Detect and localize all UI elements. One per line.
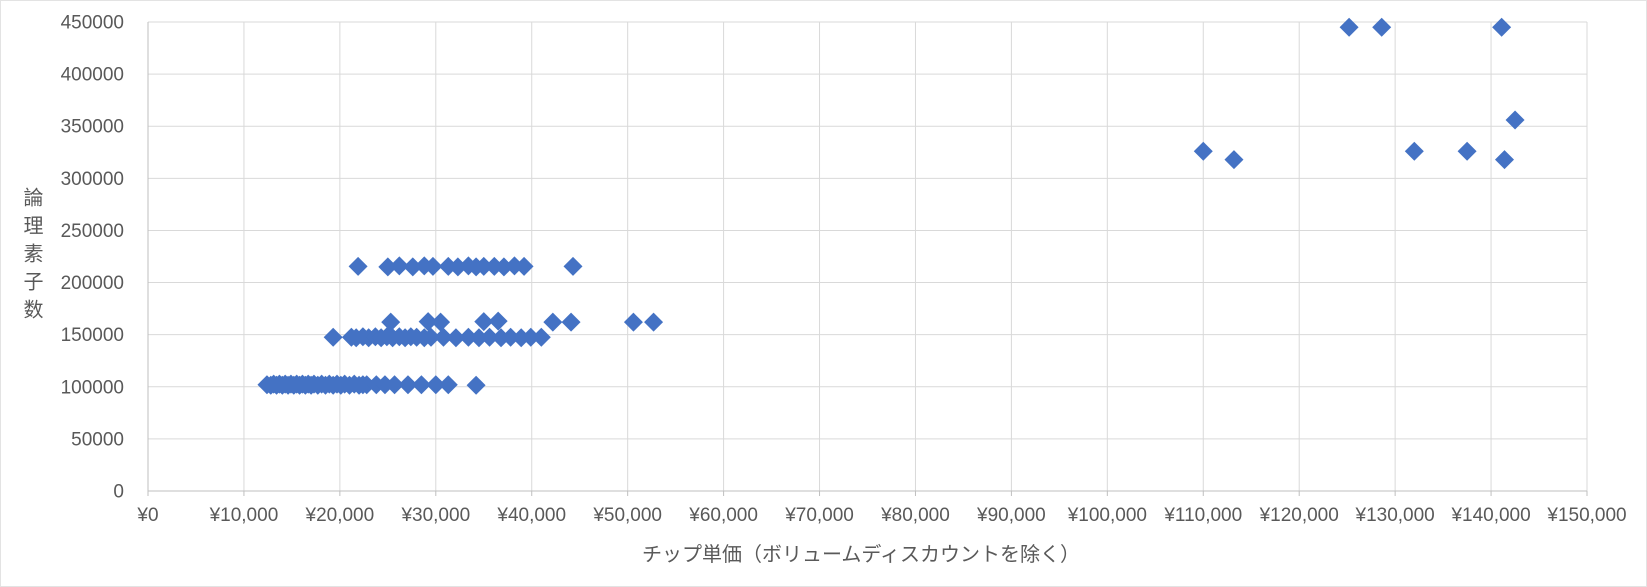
x-tick-label: ¥110,000 <box>1163 505 1242 526</box>
data-point-marker <box>1505 110 1525 130</box>
data-point-marker <box>563 256 583 276</box>
x-tick-label: ¥20,000 <box>305 505 375 526</box>
data-point-marker <box>514 256 534 276</box>
data-point-marker <box>1372 17 1392 37</box>
data-point-marker <box>474 256 494 276</box>
x-tick-label: ¥90,000 <box>976 505 1046 526</box>
x-axis-title: チップ単価（ボリュームディスカウントを除く） <box>642 544 1080 566</box>
data-point-marker <box>469 328 489 348</box>
data-point-marker <box>1492 17 1512 37</box>
x-tick-label: ¥0 <box>136 505 158 526</box>
y-tick-label: 400000 <box>61 65 124 86</box>
data-point-marker <box>448 257 468 277</box>
data-point-marker <box>426 375 446 395</box>
data-point-marker <box>418 312 438 332</box>
x-tick-label: ¥60,000 <box>688 505 758 526</box>
y-tick-label: 100000 <box>61 377 124 398</box>
y-tick-label: 250000 <box>61 221 124 242</box>
data-point-marker <box>521 327 541 347</box>
data-point-marker <box>644 312 664 332</box>
x-tick-label: ¥100,000 <box>1067 505 1147 526</box>
data-point-marker <box>1457 141 1477 161</box>
data-point-marker <box>423 256 443 276</box>
data-point-marker <box>398 375 418 395</box>
data-point-marker <box>1193 141 1213 161</box>
y-tick-label: 450000 <box>61 13 124 34</box>
x-tick-label: ¥10,000 <box>209 505 279 526</box>
data-point-marker <box>431 312 451 332</box>
data-point-marker <box>433 327 453 347</box>
data-point-marker <box>488 311 508 331</box>
data-point-marker <box>1339 17 1359 37</box>
data-point-marker <box>501 327 521 347</box>
data-point-marker <box>348 256 368 276</box>
data-point-marker <box>446 328 466 348</box>
data-point-marker <box>1404 141 1424 161</box>
data-point-marker <box>411 375 431 395</box>
data-point-marker <box>323 327 343 347</box>
x-tick-label: ¥150,000 <box>1546 505 1626 526</box>
y-tick-label: 50000 <box>71 429 124 450</box>
data-point-marker <box>385 375 405 395</box>
y-axis-title: 論理素子数 <box>20 187 42 327</box>
x-tick-label: ¥80,000 <box>880 505 950 526</box>
y-tick-label: 200000 <box>61 273 124 294</box>
y-tick-label: 150000 <box>61 325 124 346</box>
data-point-marker <box>389 256 409 276</box>
data-point-marker <box>381 312 401 332</box>
y-tick-label: 300000 <box>61 169 124 190</box>
x-tick-label: ¥30,000 <box>400 505 470 526</box>
data-point-marker <box>543 312 563 332</box>
data-point-marker <box>1224 150 1244 170</box>
data-point-marker <box>1494 150 1514 170</box>
y-tick-label: 350000 <box>61 117 124 138</box>
data-point-marker <box>466 375 486 395</box>
data-point-marker <box>375 375 395 395</box>
data-point-marker <box>357 375 377 395</box>
data-point-marker <box>480 327 500 347</box>
data-point-marker <box>403 257 423 277</box>
data-point-marker <box>421 327 441 347</box>
data-point-marker <box>474 312 494 332</box>
data-point-marker <box>623 312 643 332</box>
x-tick-label: ¥70,000 <box>784 505 854 526</box>
x-tick-label: ¥40,000 <box>496 505 566 526</box>
data-point-marker <box>561 312 581 332</box>
x-tick-label: ¥50,000 <box>592 505 662 526</box>
data-point-marker <box>378 257 398 277</box>
data-point-marker <box>438 375 458 395</box>
data-point-marker <box>458 327 478 347</box>
x-tick-label: ¥120,000 <box>1259 505 1339 526</box>
data-point-marker <box>531 327 551 347</box>
y-tick-label: 0 <box>113 482 124 503</box>
x-tick-label: ¥130,000 <box>1355 505 1435 526</box>
x-tick-label: ¥140,000 <box>1450 505 1530 526</box>
data-point-marker <box>494 257 514 277</box>
